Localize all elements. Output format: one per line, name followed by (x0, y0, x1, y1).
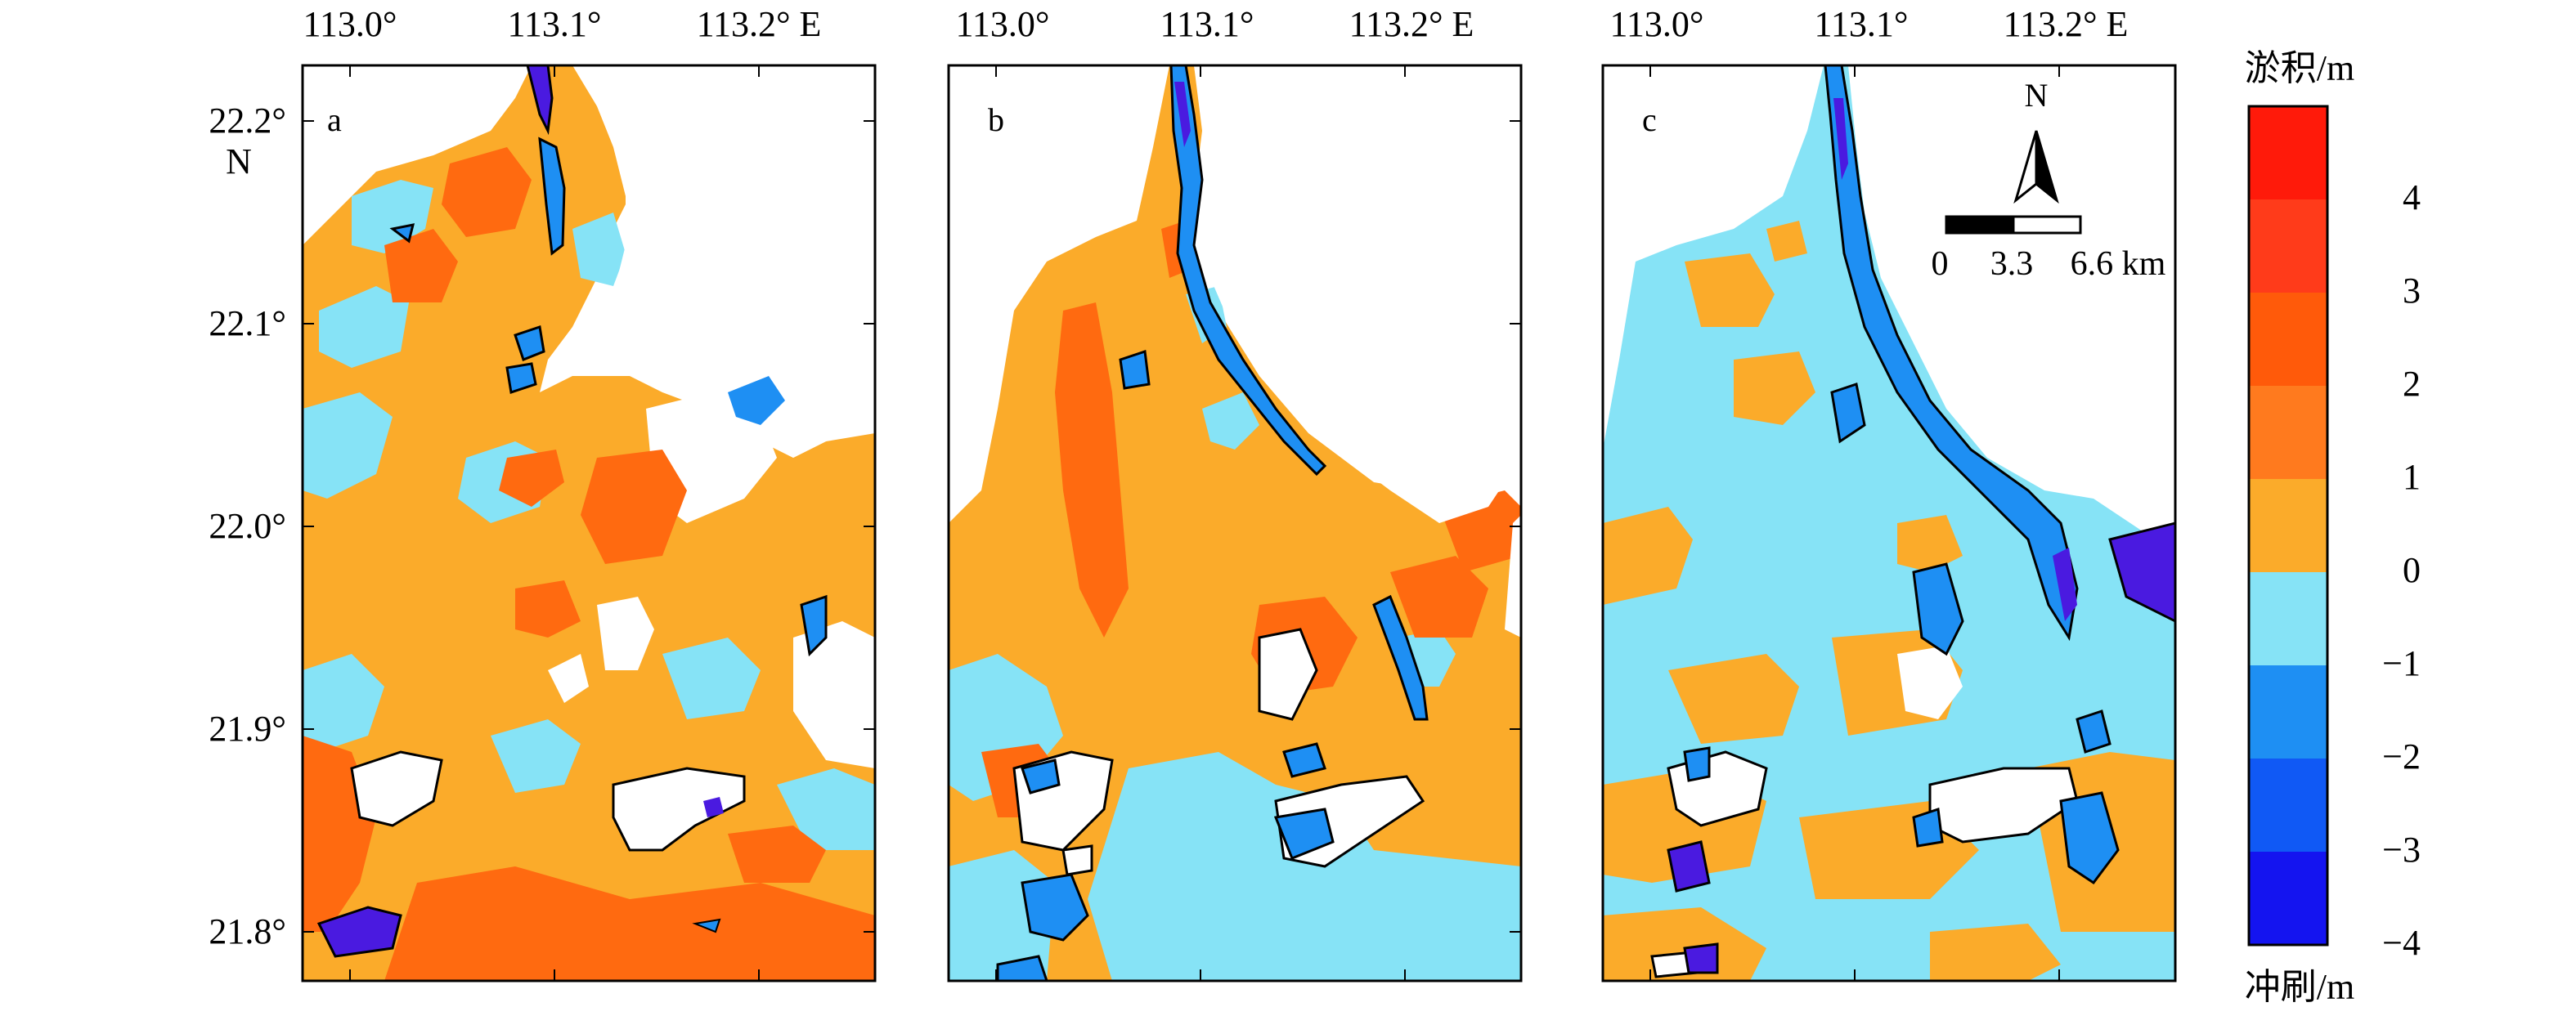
colorbar-level-3 (2249, 386, 2327, 479)
y-tick-0: 22.2° (209, 101, 286, 141)
colorbar-tick-4: 0 (2403, 550, 2421, 590)
y-unit-label: N (226, 141, 252, 181)
x-tick-a-1: 113.1° (508, 4, 602, 44)
colorbar-level-1 (2249, 199, 2327, 293)
x-tick-b-0: 113.0° (956, 4, 1050, 44)
scale-bar-label-1: 3.3 (1990, 245, 2034, 283)
panel-label-c: c (1642, 101, 1657, 138)
y-tick-2: 22.0° (209, 506, 286, 546)
colorbar-tick-8: −4 (2382, 923, 2421, 963)
colorbar-title-bottom: 冲刷/m (2245, 967, 2354, 1007)
x-tick-c-2: 113.2° E (2004, 4, 2129, 44)
north-arrow-icon (2013, 130, 2059, 204)
colorbar-level-5 (2249, 572, 2327, 665)
panel-label-a: a (327, 101, 342, 138)
colorbar-tick-5: −1 (2382, 643, 2421, 683)
x-tick-a-2: 113.2° E (697, 4, 822, 44)
colorbar-level-8 (2249, 852, 2327, 945)
north-arrow-label: N (2025, 77, 2049, 114)
colorbar-level-6 (2249, 665, 2327, 759)
x-tick-c-0: 113.0° (1610, 4, 1704, 44)
scale-bar-label-0: 0 (1932, 245, 1949, 283)
colorbar-title-top: 淤积/m (2245, 48, 2354, 88)
colorbar (2249, 106, 2327, 945)
colorbar-tick-6: −2 (2382, 736, 2421, 777)
colorbar-tick-7: −3 (2382, 830, 2421, 870)
scale-bar (1945, 215, 2082, 235)
y-tick-1: 22.1° (209, 303, 286, 343)
x-tick-a-0: 113.0° (303, 4, 397, 44)
x-tick-c-1: 113.1° (1815, 4, 1909, 44)
colorbar-level-4 (2249, 479, 2327, 572)
colorbar-tick-3: 1 (2403, 457, 2421, 497)
colorbar-frame (2247, 105, 2329, 947)
map-panel-c: c N 0 3.3 6.6 km (1601, 64, 2177, 982)
colorbar-tick-0: 4 (2403, 177, 2421, 217)
map-panel-b: b (947, 64, 1523, 982)
x-tick-b-2: 113.2° E (1349, 4, 1474, 44)
colorbar-tick-1: 3 (2403, 271, 2421, 311)
colorbar-level-7 (2249, 759, 2327, 852)
colorbar-level-0 (2249, 106, 2327, 199)
y-tick-4: 21.8° (209, 911, 286, 951)
map-panel-a: a (301, 64, 877, 982)
panel-label-b: b (988, 101, 1004, 138)
x-tick-b-1: 113.1° (1160, 4, 1254, 44)
y-tick-3: 21.9° (209, 709, 286, 749)
colorbar-level-2 (2249, 293, 2327, 386)
colorbar-tick-2: 2 (2403, 364, 2421, 404)
scale-bar-label-2: 6.6 km (2071, 245, 2166, 283)
